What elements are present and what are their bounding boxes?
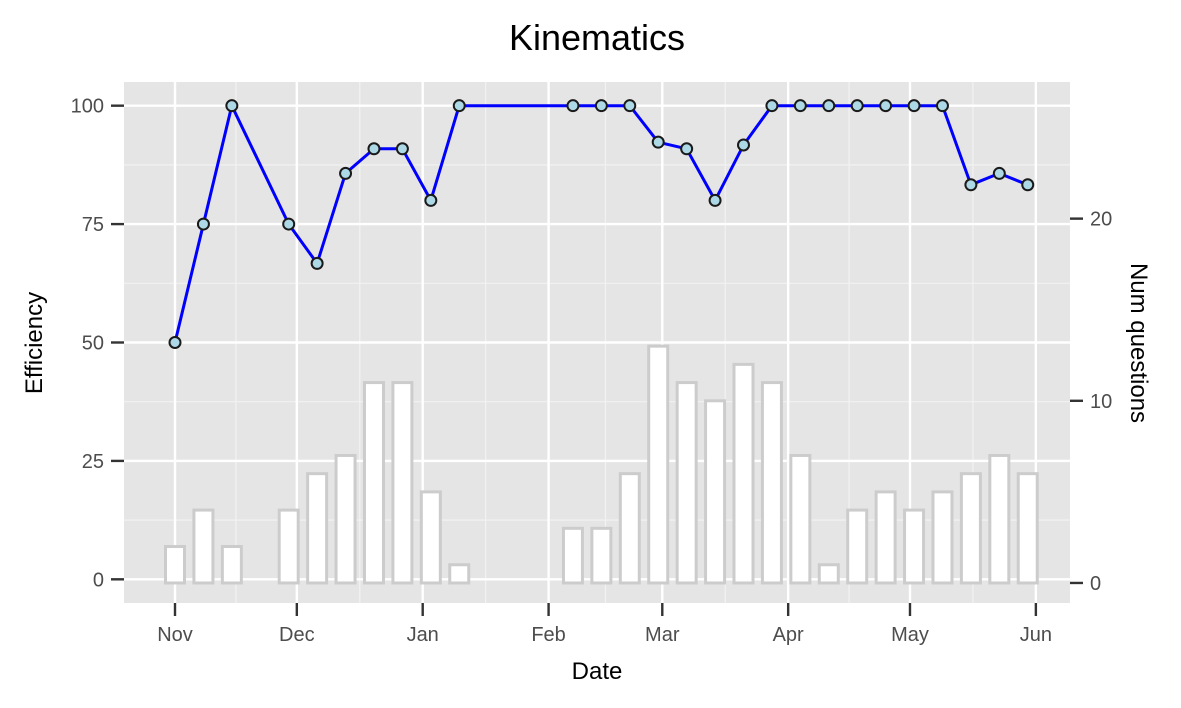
x-tick-label: Mar — [645, 624, 680, 646]
efficiency-point — [196, 217, 210, 231]
y-tick-label: 25 — [82, 451, 104, 473]
efficiency-point — [850, 99, 864, 113]
bar-num-questions — [334, 453, 357, 585]
bar-num-questions — [789, 453, 812, 585]
bar-num-questions — [931, 490, 954, 585]
efficiency-point — [964, 178, 978, 192]
efficiency-points — [168, 99, 1035, 349]
bars-num-questions — [164, 344, 1039, 585]
bar-num-questions — [192, 508, 215, 585]
x-tick-label: Dec — [279, 624, 315, 646]
y2-tick-label: 10 — [1090, 391, 1112, 413]
bar-num-questions — [675, 381, 698, 585]
bar-num-questions — [164, 545, 186, 585]
x-axis: Nov Dec Jan Feb Mar Apr May Jun — [157, 603, 1052, 646]
y-tick-label: 75 — [82, 214, 104, 236]
efficiency-point — [282, 217, 296, 231]
x-tick-label: Jun — [1020, 624, 1052, 646]
bar-num-questions — [306, 472, 329, 585]
bar-num-questions — [874, 490, 897, 585]
efficiency-point — [225, 99, 239, 113]
bar-num-questions — [903, 508, 926, 585]
y-tick-label: 0 — [93, 569, 104, 591]
bar-num-questions — [590, 526, 613, 585]
bar-num-questions — [1016, 472, 1039, 585]
bar-num-questions — [561, 526, 584, 585]
x-axis-title: Date — [572, 658, 623, 685]
bar-num-questions — [391, 381, 414, 585]
efficiency-point — [594, 99, 608, 113]
efficiency-point — [1021, 178, 1035, 192]
y-axis-title: Efficiency — [21, 292, 48, 394]
efficiency-point — [935, 99, 949, 113]
efficiency-point — [992, 166, 1006, 180]
y-tick-label: 100 — [71, 96, 104, 118]
x-tick-label: Jan — [407, 624, 439, 646]
x-tick-label: Apr — [773, 624, 804, 646]
bar-num-questions — [448, 563, 471, 585]
bar-num-questions — [618, 472, 641, 585]
bar-num-questions — [220, 545, 243, 585]
y2-tick-label: 0 — [1090, 573, 1101, 595]
efficiency-point — [623, 99, 637, 113]
chart-title: Kinematics — [509, 17, 685, 58]
efficiency-point — [680, 142, 694, 156]
efficiency-point — [879, 99, 893, 113]
x-tick-label: May — [891, 624, 929, 646]
efficiency-point — [822, 99, 836, 113]
efficiency-point — [793, 99, 807, 113]
efficiency-point — [424, 193, 438, 207]
x-tick-label: Nov — [157, 624, 193, 646]
y2-axis-title: Num questions — [1125, 263, 1152, 423]
bar-num-questions — [817, 563, 840, 585]
y2-tick-label: 20 — [1090, 209, 1112, 231]
bar-num-questions — [277, 508, 300, 585]
efficiency-point — [310, 256, 324, 270]
efficiency-point — [907, 99, 921, 113]
bar-num-questions — [760, 381, 783, 585]
efficiency-point — [339, 166, 353, 180]
bar-num-questions — [959, 472, 982, 585]
efficiency-point — [168, 336, 182, 349]
bar-num-questions — [704, 399, 727, 585]
y-axis-left: 0 25 50 75 100 — [71, 96, 124, 591]
efficiency-point — [452, 99, 466, 113]
efficiency-point — [395, 142, 409, 156]
y-tick-label: 50 — [82, 333, 104, 355]
bar-num-questions — [419, 490, 442, 585]
x-tick-label: Feb — [531, 624, 565, 646]
y-axis-right: 0 10 20 — [1070, 209, 1112, 595]
efficiency-point — [651, 135, 665, 149]
efficiency-point — [765, 99, 779, 113]
bar-num-questions — [988, 453, 1011, 585]
efficiency-point — [566, 99, 580, 113]
efficiency-point — [367, 142, 381, 156]
bar-num-questions — [846, 508, 869, 585]
efficiency-point — [708, 193, 722, 207]
bar-num-questions — [732, 362, 755, 585]
bar-num-questions — [647, 344, 670, 585]
efficiency-point — [736, 138, 750, 152]
bar-num-questions — [362, 381, 385, 585]
